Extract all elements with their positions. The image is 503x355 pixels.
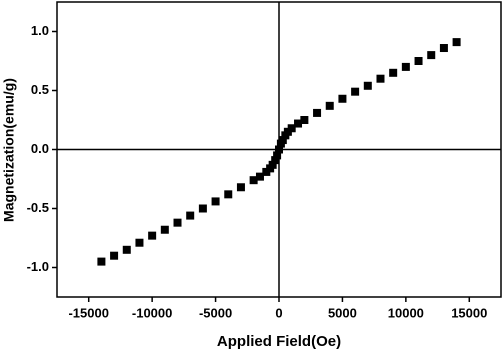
data-point: [294, 119, 303, 128]
x-tick-label: 0: [275, 305, 282, 320]
data-point: [351, 87, 360, 96]
data-point: [376, 74, 385, 83]
data-point: [273, 151, 282, 160]
y-tick-label: -0.5: [27, 200, 49, 215]
x-tick-label: -15000: [68, 305, 108, 320]
y-axis-label: Magnetization(emu/g): [1, 78, 17, 222]
data-point: [401, 62, 410, 71]
x-axis-label: Applied Field(Oe): [217, 333, 341, 350]
data-point: [325, 101, 334, 110]
data-point: [452, 38, 461, 47]
data-point: [389, 68, 398, 77]
data-point: [186, 211, 195, 220]
data-point: [338, 94, 347, 103]
data-point: [268, 160, 277, 169]
data-point: [198, 204, 207, 213]
data-point: [287, 124, 296, 133]
data-point: [135, 238, 144, 247]
data-point: [255, 172, 264, 181]
data-point: [211, 197, 220, 206]
data-point: [439, 44, 448, 53]
data-point: [427, 51, 436, 60]
data-point: [275, 145, 283, 154]
data-point: [236, 183, 245, 192]
x-tick-label: -10000: [132, 305, 172, 320]
x-tick-label: 15000: [451, 305, 487, 320]
x-tick-label: 10000: [388, 305, 424, 320]
data-point: [110, 251, 119, 260]
data-point: [148, 231, 157, 240]
x-tick-label: -5000: [199, 305, 232, 320]
data-point: [122, 245, 131, 254]
x-tick-label: 5000: [328, 305, 357, 320]
data-point: [97, 257, 106, 266]
y-tick-label: 0.5: [31, 82, 49, 97]
y-tick-label: 1.0: [31, 23, 49, 38]
data-point: [160, 225, 169, 234]
data-point: [249, 176, 258, 185]
data-point: [278, 136, 287, 145]
data-point: [414, 57, 423, 65]
data-point: [271, 156, 280, 165]
data-point: [173, 218, 182, 227]
data-point: [363, 81, 372, 90]
data-point: [300, 116, 309, 124]
y-tick-label: -1.0: [27, 259, 49, 274]
y-tick-label: 0.0: [31, 141, 49, 156]
data-point: [313, 108, 322, 117]
data-point: [224, 190, 233, 199]
